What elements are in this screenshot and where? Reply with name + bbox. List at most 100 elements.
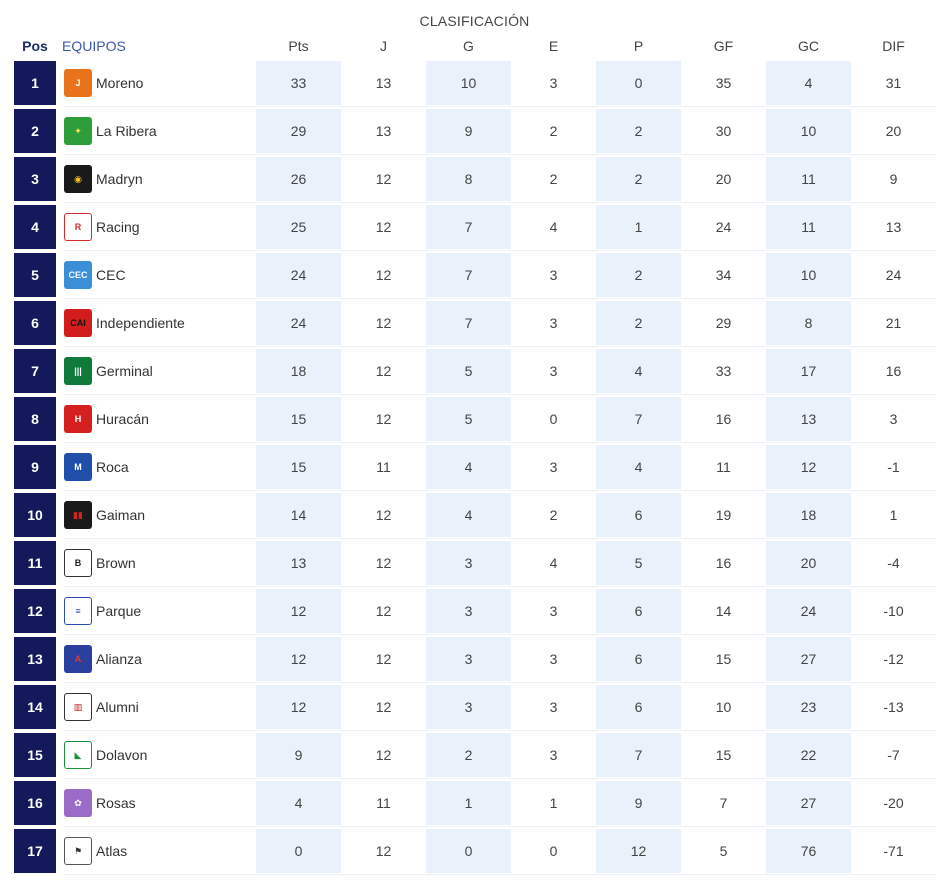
team-cell[interactable]: M Roca bbox=[64, 445, 254, 489]
team-name[interactable]: Independiente bbox=[96, 315, 185, 331]
stat-j: 12 bbox=[375, 267, 392, 283]
position-number: 9 bbox=[14, 445, 56, 489]
team-name[interactable]: La Ribera bbox=[96, 123, 157, 139]
header-j[interactable]: J bbox=[380, 38, 387, 54]
stat-p: 6 bbox=[596, 493, 681, 537]
roca-crest-icon: M bbox=[64, 453, 92, 481]
team-name[interactable]: Dolavon bbox=[96, 747, 148, 763]
stat-dif: -12 bbox=[883, 651, 904, 667]
team-cell[interactable]: J Moreno bbox=[64, 61, 254, 105]
team-name[interactable]: Madryn bbox=[96, 171, 143, 187]
position-number: 1 bbox=[14, 61, 56, 105]
table-row[interactable]: 10 ▮▮ Gaiman 14 12 4 2 6 19 18 1 bbox=[14, 491, 936, 539]
team-cell[interactable]: CAI Independiente bbox=[64, 301, 254, 345]
team-cell[interactable]: ▥ Alumni bbox=[64, 685, 254, 729]
team-name[interactable]: Racing bbox=[96, 219, 140, 235]
row-divider bbox=[64, 778, 936, 779]
stat-j: 12 bbox=[375, 603, 392, 619]
team-name[interactable]: Moreno bbox=[96, 75, 144, 91]
header-pos[interactable]: Pos bbox=[22, 38, 48, 54]
stat-gc: 76 bbox=[766, 829, 851, 873]
stat-j: 12 bbox=[375, 315, 392, 331]
header-dif[interactable]: DIF bbox=[882, 38, 905, 54]
stat-p: 2 bbox=[596, 253, 681, 297]
header-pts[interactable]: Pts bbox=[288, 38, 309, 54]
team-name[interactable]: Huracán bbox=[96, 411, 149, 427]
stat-gc: 17 bbox=[766, 349, 851, 393]
team-cell[interactable]: ||| Germinal bbox=[64, 349, 254, 393]
team-name[interactable]: Atlas bbox=[96, 843, 128, 859]
team-name[interactable]: Gaiman bbox=[96, 507, 146, 523]
team-cell[interactable]: ✦ La Ribera bbox=[64, 109, 254, 153]
table-row[interactable]: 2 ✦ La Ribera 29 13 9 2 2 30 10 20 bbox=[14, 107, 936, 155]
row-divider bbox=[64, 730, 936, 731]
stat-g: 0 bbox=[426, 829, 511, 873]
row-divider bbox=[64, 826, 936, 827]
team-cell[interactable]: CEC CEC bbox=[64, 253, 254, 297]
header-g[interactable]: G bbox=[463, 38, 474, 54]
stat-pts: 18 bbox=[256, 349, 341, 393]
row-divider bbox=[64, 874, 936, 875]
table-row[interactable]: 1 J Moreno 33 13 10 3 0 35 4 31 bbox=[14, 59, 936, 107]
header-gf[interactable]: GF bbox=[713, 38, 734, 54]
table-row[interactable]: 17 ⚑ Atlas 0 12 0 0 12 5 76 -71 bbox=[14, 827, 936, 875]
table-row[interactable]: 7 ||| Germinal 18 12 5 3 4 33 17 16 bbox=[14, 347, 936, 395]
table-row[interactable]: 5 CEC CEC 24 12 7 3 2 34 10 24 bbox=[14, 251, 936, 299]
team-cell[interactable]: A Alianza bbox=[64, 637, 254, 681]
team-cell[interactable]: H Huracán bbox=[64, 397, 254, 441]
team-name[interactable]: CEC bbox=[96, 267, 126, 283]
team-cell[interactable]: ≡ Parque bbox=[64, 589, 254, 633]
team-cell[interactable]: ◣ Dolavon bbox=[64, 733, 254, 777]
stat-gf: 15 bbox=[715, 651, 732, 667]
position-number: 11 bbox=[14, 541, 56, 585]
stat-p: 2 bbox=[596, 301, 681, 345]
table-row[interactable]: 8 H Huracán 15 12 5 0 7 16 13 3 bbox=[14, 395, 936, 443]
header-team[interactable]: EQUIPOS bbox=[62, 38, 126, 54]
madryn-crest-icon: ◉ bbox=[64, 165, 92, 193]
rosas-crest-icon: ✿ bbox=[64, 789, 92, 817]
stat-g: 3 bbox=[426, 541, 511, 585]
team-name[interactable]: Roca bbox=[96, 459, 129, 475]
team-name[interactable]: Brown bbox=[96, 555, 136, 571]
stat-gf: 11 bbox=[716, 459, 731, 475]
stat-gf: 33 bbox=[715, 363, 732, 379]
table-row[interactable]: 16 ✿ Rosas 4 11 1 1 9 7 27 -20 bbox=[14, 779, 936, 827]
team-name[interactable]: Alumni bbox=[96, 699, 139, 715]
stat-gf: 15 bbox=[715, 747, 732, 763]
table-row[interactable]: 15 ◣ Dolavon 9 12 2 3 7 15 22 -7 bbox=[14, 731, 936, 779]
table-row[interactable]: 4 R Racing 25 12 7 4 1 24 11 13 bbox=[14, 203, 936, 251]
header-p[interactable]: P bbox=[633, 38, 644, 54]
stat-pts: 9 bbox=[256, 733, 341, 777]
table-row[interactable]: 12 ≡ Parque 12 12 3 3 6 14 24 -10 bbox=[14, 587, 936, 635]
stat-gc: 13 bbox=[766, 397, 851, 441]
team-name[interactable]: Alianza bbox=[96, 651, 142, 667]
stat-j: 11 bbox=[376, 795, 391, 811]
team-cell[interactable]: R Racing bbox=[64, 205, 254, 249]
table-row[interactable]: 14 ▥ Alumni 12 12 3 3 6 10 23 -13 bbox=[14, 683, 936, 731]
team-name[interactable]: Parque bbox=[96, 603, 142, 619]
team-cell[interactable]: ✿ Rosas bbox=[64, 781, 254, 825]
header-gc[interactable]: GC bbox=[798, 38, 819, 54]
stat-pts: 4 bbox=[256, 781, 341, 825]
header-e[interactable]: E bbox=[548, 38, 559, 54]
team-cell[interactable]: ◉ Madryn bbox=[64, 157, 254, 201]
table-row[interactable]: 13 A Alianza 12 12 3 3 6 15 27 -12 bbox=[14, 635, 936, 683]
team-cell[interactable]: B Brown bbox=[64, 541, 254, 585]
stat-e: 0 bbox=[549, 843, 558, 859]
team-cell[interactable]: ⚑ Atlas bbox=[64, 829, 254, 873]
table-row[interactable]: 9 M Roca 15 11 4 3 4 11 12 -1 bbox=[14, 443, 936, 491]
table-row[interactable]: 3 ◉ Madryn 26 12 8 2 2 20 11 9 bbox=[14, 155, 936, 203]
stat-gf: 19 bbox=[715, 507, 732, 523]
stat-e: 0 bbox=[549, 411, 558, 427]
team-cell[interactable]: ▮▮ Gaiman bbox=[64, 493, 254, 537]
table-row[interactable]: 6 CAI Independiente 24 12 7 3 2 29 8 21 bbox=[14, 299, 936, 347]
team-name[interactable]: Rosas bbox=[96, 795, 136, 811]
table-title: CLASIFICACIÓN bbox=[419, 13, 530, 29]
stat-gc: 23 bbox=[766, 685, 851, 729]
stat-gc: 22 bbox=[766, 733, 851, 777]
stat-dif: -1 bbox=[887, 459, 900, 475]
stat-dif: 16 bbox=[885, 363, 902, 379]
stat-pts: 12 bbox=[256, 685, 341, 729]
table-row[interactable]: 11 B Brown 13 12 3 4 5 16 20 -4 bbox=[14, 539, 936, 587]
team-name[interactable]: Germinal bbox=[96, 363, 153, 379]
